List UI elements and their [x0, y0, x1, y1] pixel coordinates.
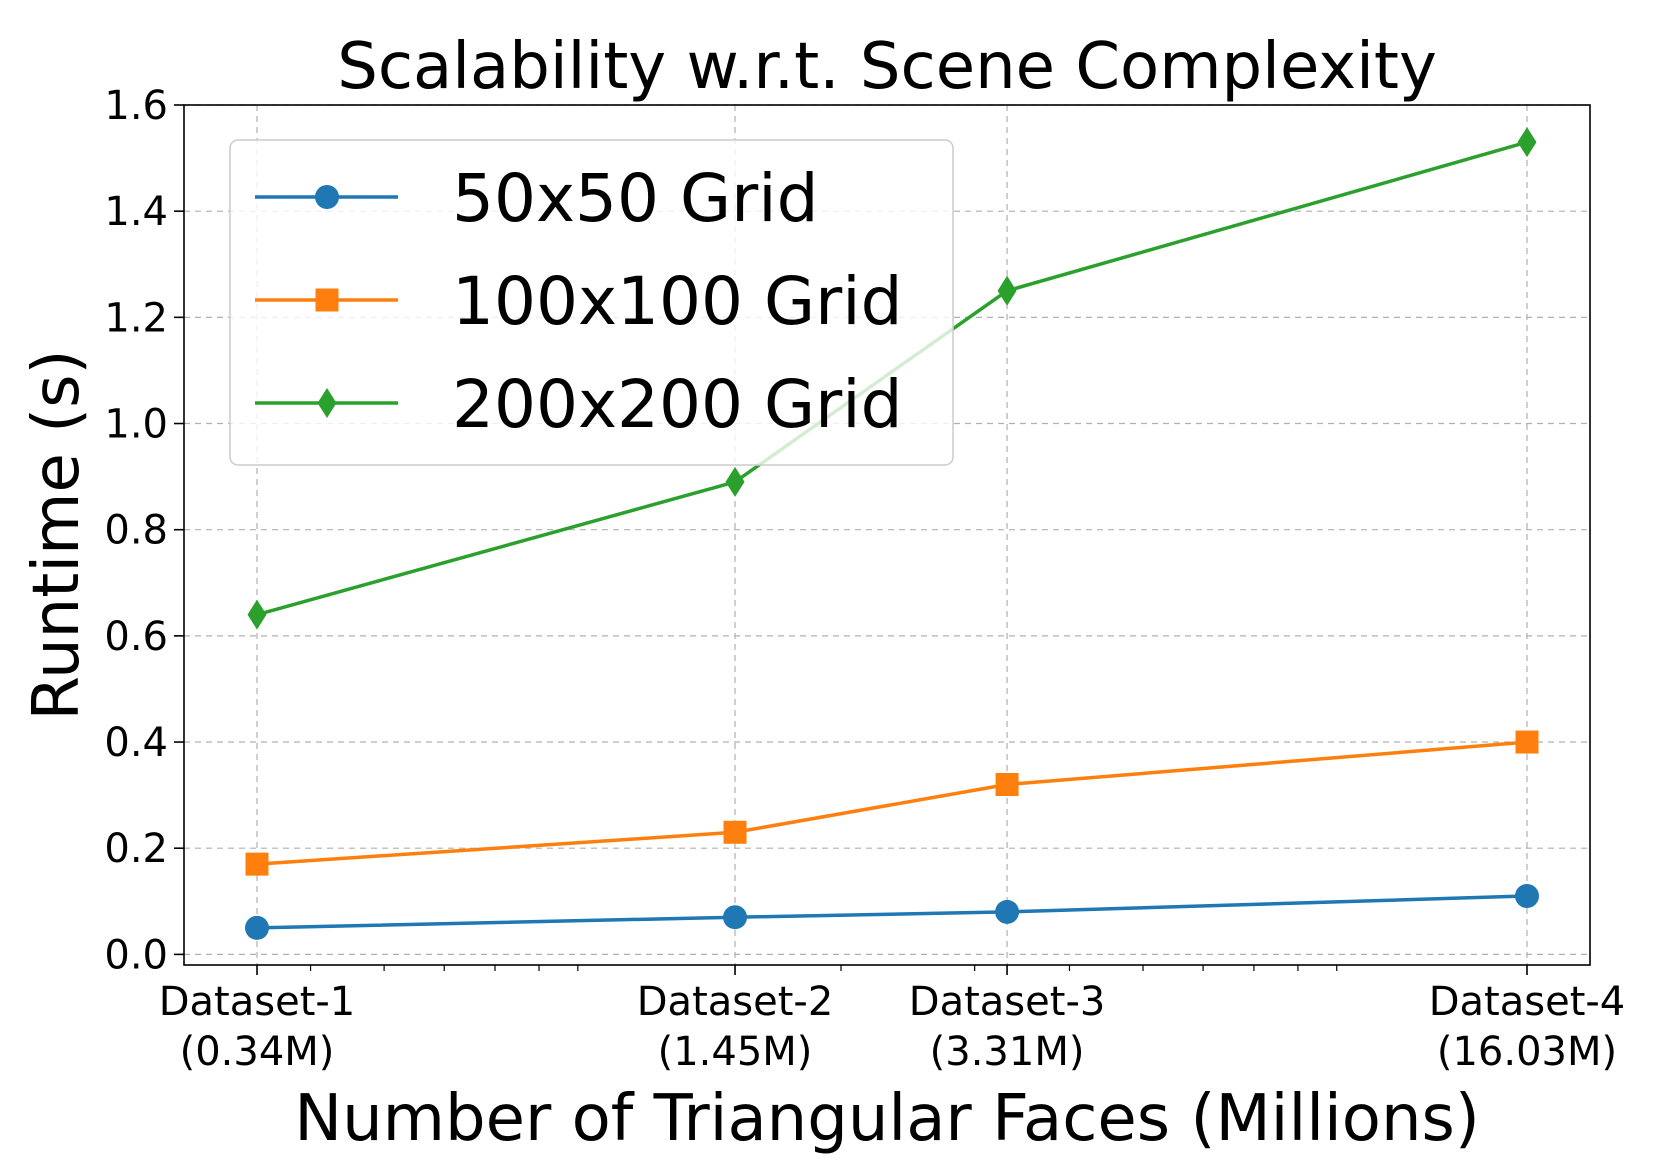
x-tick-label: (16.03M) [1437, 1029, 1617, 1075]
x-tick-label: Dataset-4 [1429, 979, 1626, 1025]
series [245, 730, 1539, 876]
y-tick-label: 1.4 [104, 189, 168, 235]
series-line [256, 740, 1528, 866]
y-tick-label: 1.2 [104, 295, 168, 341]
x-axis: Dataset-1(0.34M) Dataset-2(1.45M) Dataset-… [159, 965, 1626, 1075]
data-point [315, 288, 339, 312]
x-tick-label: Dataset-1 [159, 979, 356, 1025]
legend-item: 200x200 Grid [255, 366, 903, 443]
legend-item: 100x100 Grid [255, 263, 903, 340]
minor-ticks [309, 965, 1338, 971]
data-point [245, 915, 269, 940]
y-tick-label: 0.8 [104, 508, 168, 554]
y-tick-label: 0.2 [104, 826, 168, 872]
data-point [247, 599, 267, 630]
data-point [997, 275, 1017, 306]
data-point [995, 773, 1019, 797]
data-point [1517, 127, 1537, 158]
data-point [995, 899, 1020, 924]
y-tick-label: 0.6 [104, 614, 168, 660]
y-tick-label: 0.4 [104, 720, 168, 766]
data-point [723, 905, 748, 930]
data-point [1515, 730, 1539, 754]
data-point [1515, 883, 1539, 908]
legend-label: 50x50 Grid [452, 160, 819, 237]
data-point [245, 852, 269, 876]
x-axis-label: Number of Triangular Faces (Millions) [294, 1082, 1480, 1156]
series-line [256, 894, 1528, 930]
series-layer [245, 127, 1539, 940]
plot-frame [183, 104, 1591, 966]
y-axis-label: Runtime (s) [20, 350, 94, 721]
legend-label: 200x200 Grid [452, 366, 903, 443]
x-tick-label: Dataset-2 [637, 979, 834, 1025]
series [245, 883, 1539, 940]
y-tick-label: 0.0 [104, 932, 168, 978]
legend-label: 100x100 Grid [452, 263, 903, 340]
data-point [315, 185, 339, 209]
x-tick-label: (0.34M) [180, 1029, 335, 1075]
x-tick-label: Dataset-3 [909, 979, 1106, 1025]
y-tick-label: 1.6 [104, 83, 168, 129]
y-axis: 0.0 0.2 0.4 0.6 0.8 1.0 1.2 1.4 1.6 [104, 83, 184, 978]
legend-item: 50x50 Grid [255, 160, 819, 237]
legend: 50x50 Grid 100x100 Grid 200x200 Grid [229, 139, 954, 466]
data-point [317, 388, 337, 418]
y-tick-label: 1.0 [104, 402, 168, 448]
chart-title: Scalability w.r.t. Scene Complexity [337, 30, 1437, 104]
x-tick-label: (3.31M) [930, 1029, 1085, 1075]
legend-frame [229, 139, 954, 466]
data-point [723, 820, 747, 844]
x-tick-label: (1.45M) [658, 1029, 813, 1075]
data-point [725, 466, 745, 497]
